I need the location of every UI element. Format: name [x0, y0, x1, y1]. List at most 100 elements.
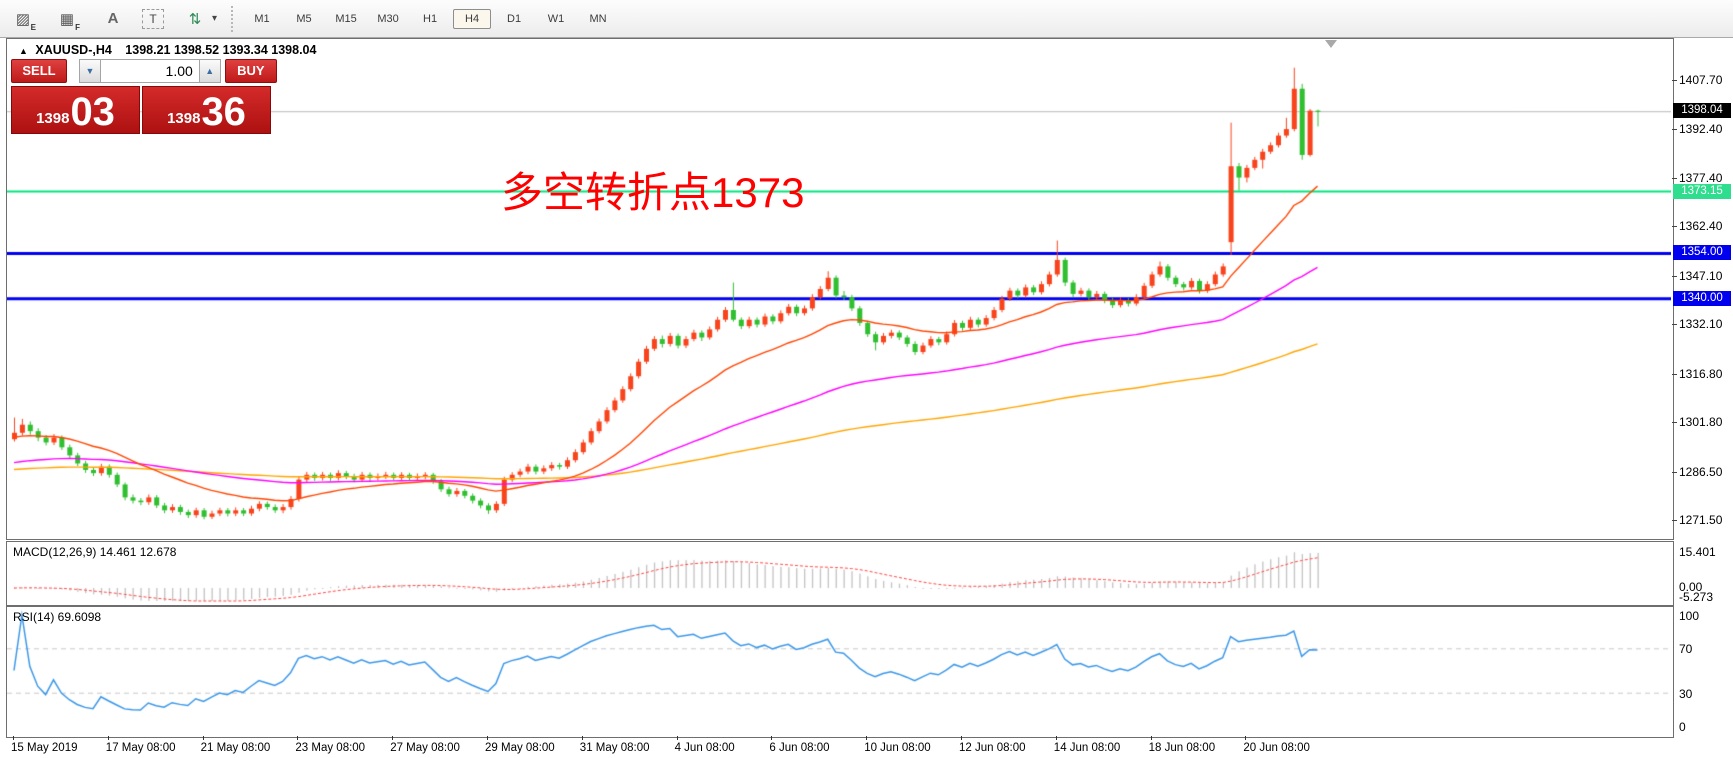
price-axis-label: 1301.80	[1679, 415, 1723, 430]
chart-header: ▲ XAUUSD-,H4 1398.21 1398.52 1393.34 139…	[19, 43, 316, 57]
price-axis-label: 1271.50	[1679, 513, 1723, 527]
time-tick	[581, 736, 583, 740]
time-axis-label: 23 May 08:00	[295, 742, 366, 754]
price-axis-label: 1407.70	[1679, 73, 1723, 87]
toolbar: ▨ E ▦ F A T ⇅ ▾ M1 M5 M15 M30 H1 H4 D1 W1 MN	[0, 0, 1733, 38]
price-chart-panel[interactable]: ▲ XAUUSD-,H4 1398.21 1398.52 1393.34 139…	[6, 38, 1674, 540]
price-tick-dash	[1672, 226, 1677, 228]
time-tick	[1245, 736, 1247, 740]
time-tick	[297, 736, 299, 740]
time-axis-label: 27 May 08:00	[390, 742, 460, 754]
timeframe-button-w1[interactable]: W1	[547, 12, 565, 25]
chart-annotation-text[interactable]: 多空转折点1373	[501, 169, 805, 216]
rsi-panel[interactable]: RSI(14) 69.6098	[6, 606, 1674, 738]
time-tick	[961, 736, 962, 740]
hatch-expert-glyph: ▨	[15, 10, 31, 28]
timeframe-button-mn[interactable]: MN	[589, 12, 607, 25]
toolbar-separator	[231, 5, 234, 32]
volume-input[interactable]	[100, 59, 199, 83]
time-axis-label: 31 May 08:00	[579, 742, 650, 754]
time-axis: 15 May 2019 17 May 08:00 21 May 08:00 23 Ma…	[6, 736, 1672, 758]
time-tick	[202, 736, 204, 740]
time-tick	[676, 736, 678, 740]
price-axis-label: 1362.40	[1679, 219, 1723, 234]
dropdown-caret-icon[interactable]: ▾	[212, 13, 218, 24]
price-tick-dash	[1672, 373, 1677, 375]
cycle-arrows-icon[interactable]: ⇅	[188, 10, 202, 28]
price-tick-dash	[1672, 520, 1677, 521]
sell-price-small: 1398	[36, 110, 70, 127]
hline-price-badge: 1340.00	[1673, 290, 1731, 306]
sell-price-big: 03	[70, 90, 115, 134]
volume-increase-button[interactable]: ▲	[198, 59, 221, 83]
price-tick-dash	[1672, 422, 1677, 424]
macd-panel[interactable]: MACD(12,26,9) 14.461 12.678	[6, 541, 1674, 606]
time-axis-label: 18 Jun 08:00	[1148, 742, 1216, 754]
collapse-trade-panel-icon[interactable]: ▲	[19, 46, 28, 56]
price-chart-canvas[interactable]	[7, 39, 1671, 537]
time-tick	[1055, 736, 1057, 740]
time-axis-label: 12 Jun 08:00	[959, 742, 1026, 754]
hatch-expert-icon[interactable]: ▨ E	[8, 6, 38, 32]
hatch-expert-sub: E	[30, 22, 36, 32]
macd-canvas[interactable]	[7, 542, 1671, 603]
timeframe-button-d1[interactable]: D1	[507, 12, 522, 25]
current-price-badge: 1398.04	[1673, 103, 1731, 119]
buy-price-button[interactable]: 1398 36	[142, 86, 271, 134]
price-axis-label: 1286.50	[1679, 464, 1723, 479]
rsi-axis-label: 30	[1679, 686, 1693, 701]
rsi-axis-label: 70	[1679, 642, 1693, 657]
macd-axis-label: 15.401	[1679, 545, 1716, 559]
time-axis-label: 17 May 08:00	[105, 742, 176, 754]
timeframe-button-h4[interactable]: H4	[453, 8, 492, 29]
ohlc-readout: 1398.21 1398.52 1393.34 1398.04	[125, 43, 317, 57]
rsi-label: RSI(14) 69.6098	[13, 610, 102, 624]
price-axis-label: 1332.10	[1679, 317, 1723, 332]
time-axis-label: 4 Jun 08:00	[674, 742, 735, 754]
time-axis-label: 6 Jun 08:00	[769, 742, 830, 754]
time-tick	[487, 736, 488, 740]
rsi-axis-label: 100	[1679, 609, 1700, 623]
price-tick-dash	[1672, 471, 1677, 473]
price-tick-dash	[1672, 129, 1677, 131]
grid-fibo-icon[interactable]: ▦ F	[52, 6, 82, 32]
timeframe-button-m5[interactable]: M5	[296, 12, 312, 25]
time-tick	[107, 736, 109, 740]
rsi-canvas[interactable]	[7, 607, 1671, 735]
grid-fibo-sub: F	[75, 22, 80, 32]
text-label-icon[interactable]: A	[107, 10, 119, 27]
rsi-axis-label: 0	[1679, 720, 1686, 734]
text-box-icon[interactable]: T	[142, 8, 164, 29]
timeframe-button-m30[interactable]: M30	[377, 12, 399, 25]
one-click-trade-widget: SELL ▼ ▲ BUY 1398 03 1398 36	[11, 59, 277, 134]
price-tick-dash	[1672, 80, 1677, 81]
buy-price-small: 1398	[167, 110, 201, 127]
buy-button[interactable]: BUY	[224, 59, 277, 83]
timeframe-button-m15[interactable]: M15	[335, 12, 357, 25]
time-axis-label: 15 May 2019	[11, 742, 78, 754]
volume-decrease-button[interactable]: ▼	[79, 59, 101, 83]
time-axis-label: 29 May 08:00	[485, 742, 555, 754]
symbol-period-label: XAUUSD-,H4	[35, 43, 112, 57]
timeframe-group: M1 M5 M15 M30 H1 H4 D1 W1 MN	[241, 8, 619, 29]
time-axis-label: 10 Jun 08:00	[864, 742, 931, 754]
price-axis-label: 1392.40	[1679, 122, 1723, 137]
time-axis-label: 21 May 08:00	[200, 742, 271, 754]
timeframe-button-h1[interactable]: H1	[423, 12, 438, 25]
sell-button[interactable]: SELL	[11, 59, 67, 83]
time-tick	[771, 736, 773, 740]
timeframe-button-m1[interactable]: M1	[254, 12, 270, 25]
time-tick	[13, 736, 14, 740]
price-tick-dash	[1672, 275, 1677, 277]
time-tick	[1150, 736, 1152, 740]
macd-axis-label: 0.00	[1679, 580, 1703, 594]
price-axis-label: 1377.40	[1679, 170, 1723, 185]
hline-price-badge: 1373.15	[1673, 183, 1731, 199]
time-tick	[866, 736, 868, 740]
sell-price-button[interactable]: 1398 03	[11, 86, 140, 134]
hline-price-badge: 1354.00	[1673, 245, 1731, 261]
price-axis-label: 1347.10	[1679, 268, 1723, 283]
price-tick-dash	[1672, 324, 1677, 326]
chart-shift-marker-icon[interactable]	[1325, 40, 1337, 48]
grid-fibo-glyph: ▦	[59, 10, 75, 28]
